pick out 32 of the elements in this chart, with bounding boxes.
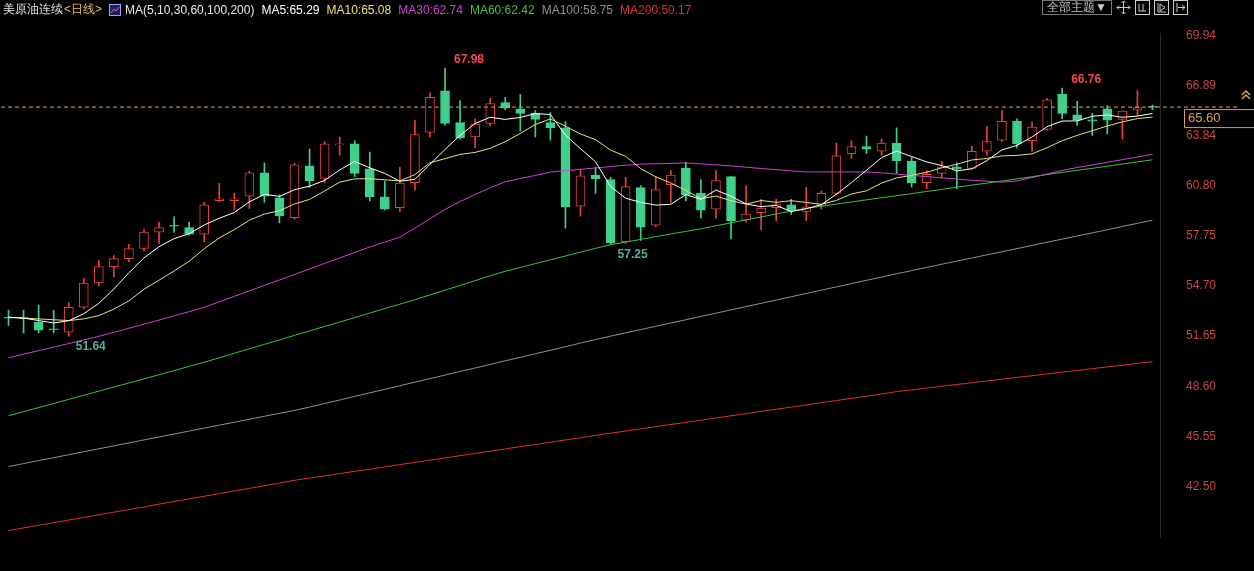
y-tick-label: 66.89 [1186, 78, 1217, 93]
y-tick-label: 42.50 [1186, 478, 1217, 493]
y-tick-label: 51.65 [1186, 328, 1217, 343]
candlestick [169, 216, 179, 233]
annotation: 67.98 [454, 52, 485, 67]
chart-title: 美原油连续 [3, 1, 63, 18]
candlestick [1087, 113, 1098, 136]
text: MA100:58.75 [541, 2, 614, 17]
y-tick-label: 60.80 [1186, 178, 1217, 193]
ref-line-label: 65.60 [1188, 110, 1221, 126]
text: MA10:65.08 [326, 2, 392, 17]
candlestick [515, 94, 526, 132]
annotation: 51.64 [75, 338, 107, 353]
y-tick-label: 57.75 [1186, 228, 1217, 243]
text: 全部主题▼ [1042, 0, 1112, 15]
y-tick-label: 54.70 [1186, 278, 1217, 293]
candlestick [214, 183, 225, 202]
text: MA5:65.29 [261, 2, 320, 17]
text: MA60:62.42 [469, 2, 535, 17]
text: MA30:62.74 [398, 2, 463, 17]
y-tick-label: 63.84 [1186, 128, 1217, 143]
candlestick [229, 192, 240, 211]
legend-title: MA(5,10,30,60,100,200) [125, 2, 255, 17]
candlestick [154, 221, 164, 244]
text: MA200:50.17 [620, 2, 692, 17]
y-tick-label: 45.55 [1186, 428, 1217, 443]
annotation: 66.76 [1071, 72, 1102, 87]
y-tick-label: 69.94 [1186, 28, 1217, 43]
y-tick-label: 48.60 [1186, 378, 1217, 393]
candlestick [48, 309, 59, 334]
chart-subtitle: <日线> [64, 1, 103, 18]
annotation: 57.25 [617, 246, 648, 261]
